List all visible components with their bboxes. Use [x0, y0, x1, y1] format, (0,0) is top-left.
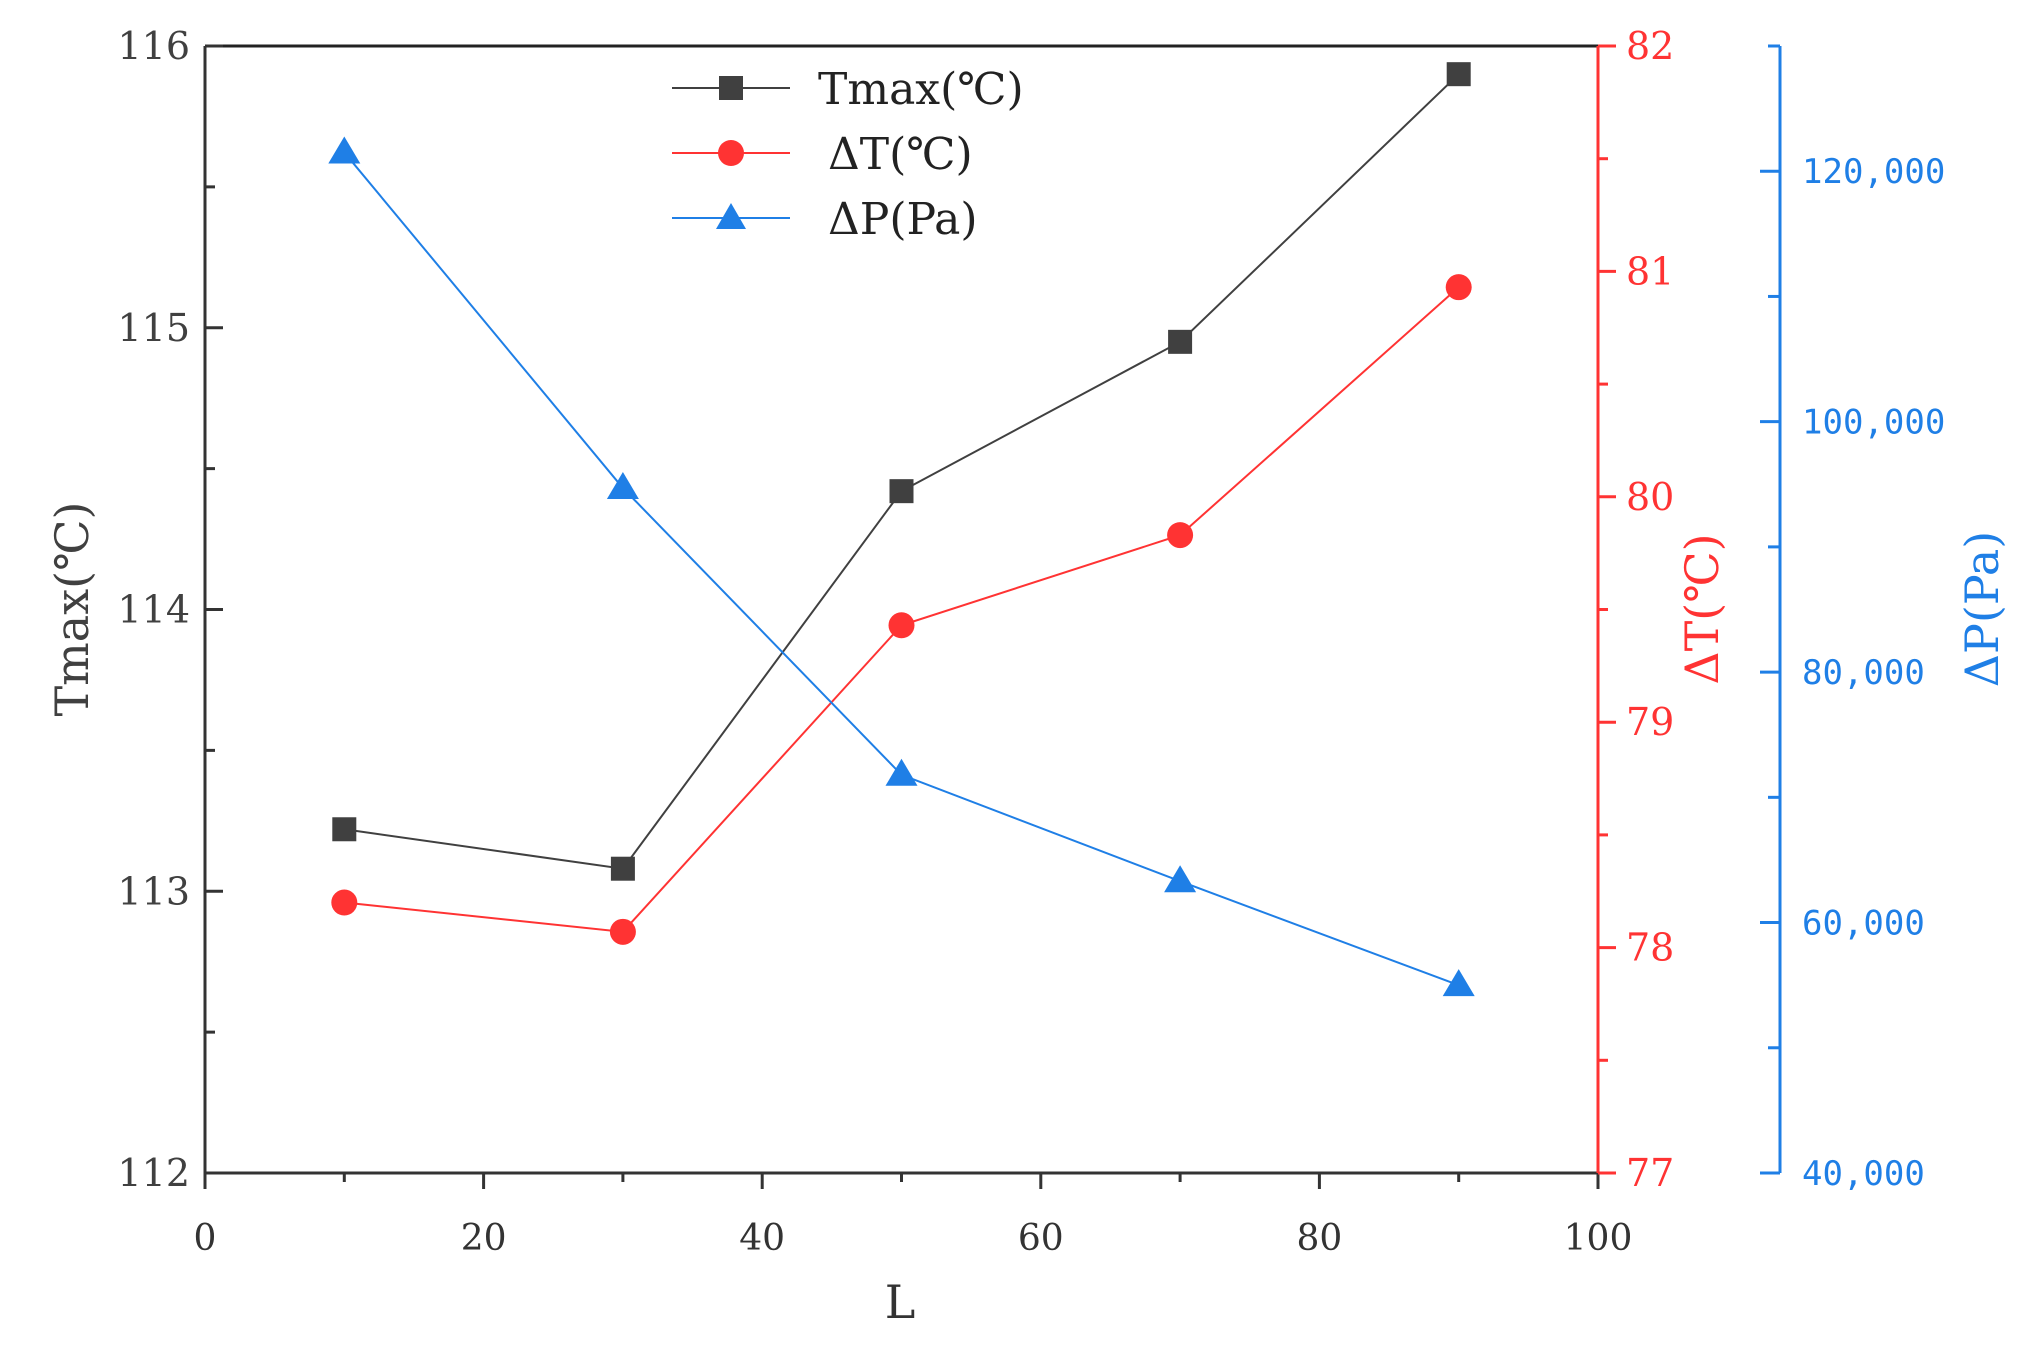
y-left-tick-label: 113: [117, 869, 190, 913]
data-point-circle: [1445, 274, 1472, 301]
data-point-square: [610, 856, 635, 881]
data-point-triangle: [1164, 865, 1197, 893]
series-line: [343, 151, 1460, 987]
legend-entry-deltaP: ΔP(Pa): [672, 194, 978, 245]
series-line: [344, 286, 1460, 933]
legend-entry-tmax: Tmax(℃): [672, 64, 1024, 115]
legend-marker-square: [719, 76, 743, 100]
x-tick-label: 40: [739, 1218, 785, 1259]
data-point-circle: [1167, 522, 1194, 549]
data-point-square: [332, 817, 357, 842]
series-1: [332, 62, 1471, 881]
y-left-tick-label: 116: [117, 24, 190, 68]
legend-entry-deltaT: ΔT(℃): [672, 129, 973, 180]
x-tick-label: 80: [1296, 1218, 1342, 1259]
y-left-tick-label: 114: [117, 588, 190, 632]
legend-label-deltaT: ΔT(℃): [828, 129, 973, 180]
y-left-tick-label: 115: [117, 306, 190, 350]
data-point-circle: [331, 889, 358, 916]
ticks: 0 20 40 60 80 100 112 113 114 115 116 77 78 79 80 81 82 4…: [117, 24, 1945, 1259]
series-3: [328, 136, 1475, 997]
x-axis-title: L: [885, 1275, 916, 1329]
x-tick-label: 20: [461, 1218, 507, 1259]
y-right1-tick-label: 77: [1626, 1151, 1674, 1195]
y-right1-tick-label: 78: [1626, 926, 1674, 970]
y-right1-tick-label: 79: [1626, 700, 1674, 744]
legend: Tmax(℃) ΔT(℃) ΔP(Pa): [672, 64, 1024, 245]
y-right2-tick-label: 100,000: [1802, 403, 1945, 443]
data-point-triangle: [1442, 969, 1475, 997]
y-axis-left-title: Tmax(℃): [45, 501, 99, 716]
y-right1-tick-label: 81: [1626, 249, 1674, 293]
y-right1-tick-label: 82: [1626, 24, 1674, 68]
x-tick-label: 100: [1564, 1218, 1633, 1259]
y-right2-tick-label: 120,000: [1802, 152, 1945, 192]
legend-marker-circle: [718, 140, 744, 166]
y-right1-tick-label: 80: [1626, 475, 1674, 519]
y-axis-right1-title: ΔT(℃): [1675, 533, 1729, 684]
y-axis-right2-title: ΔP(Pa): [1955, 531, 2009, 687]
series-layer: [328, 62, 1475, 997]
y-right2-tick-label: 60,000: [1802, 904, 1925, 944]
series-2: [331, 274, 1472, 945]
x-tick-label: 0: [194, 1218, 217, 1259]
legend-label-deltaP: ΔP(Pa): [828, 194, 978, 245]
data-point-circle: [609, 918, 636, 945]
x-tick-label: 60: [1018, 1218, 1064, 1259]
y-right2-tick-label: 40,000: [1802, 1154, 1925, 1194]
data-point-square: [1446, 62, 1471, 87]
y-right2-tick-label: 80,000: [1802, 653, 1925, 693]
y-left-tick-label: 112: [117, 1151, 190, 1195]
data-point-triangle: [328, 136, 361, 164]
data-point-circle: [888, 612, 915, 639]
legend-marker-triangle: [716, 203, 746, 229]
data-point-square: [889, 479, 914, 504]
legend-label-tmax: Tmax(℃): [818, 64, 1024, 115]
data-point-triangle: [606, 472, 639, 500]
data-point-square: [1168, 329, 1193, 354]
data-point-triangle: [885, 758, 918, 786]
